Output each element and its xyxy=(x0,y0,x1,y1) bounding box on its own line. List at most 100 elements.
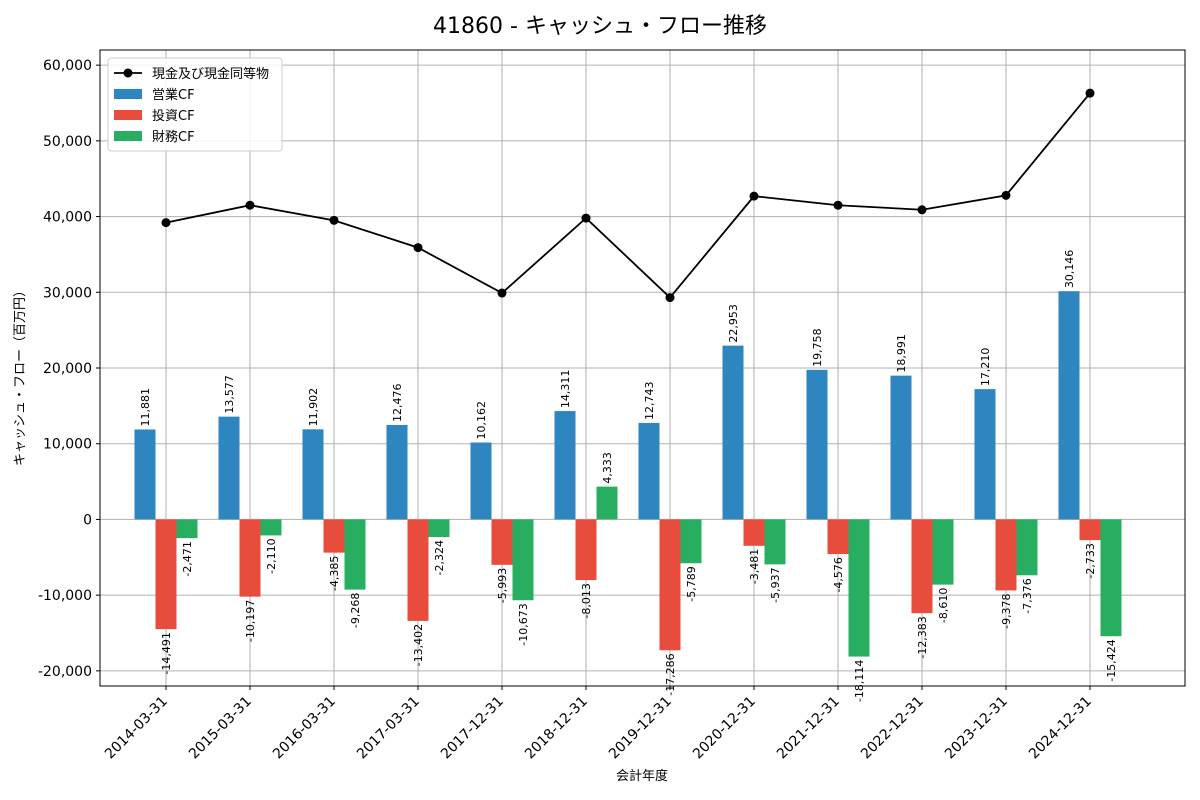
x-tick-label: 2017-12-31 xyxy=(438,694,507,763)
bar-投資CF xyxy=(575,519,597,581)
bar-営業CF xyxy=(974,389,996,520)
y-tick-label: 20,000 xyxy=(43,361,92,377)
bar-財務CF xyxy=(932,519,954,585)
bar-value-label: 19,758 xyxy=(811,328,824,367)
bar-value-label: 17,210 xyxy=(979,348,992,387)
bar-財務CF xyxy=(344,519,366,590)
bar-value-label: 11,881 xyxy=(139,388,152,427)
bar-value-label: 10,162 xyxy=(475,401,488,440)
bar-value-label: -8,610 xyxy=(937,588,950,623)
bar-value-label: 14,311 xyxy=(559,370,572,409)
cash-equivalents-point xyxy=(1085,88,1095,98)
bar-営業CF xyxy=(134,429,156,520)
legend-bar-swatch xyxy=(114,110,142,120)
legend-label: 現金及び現金同等物 xyxy=(152,66,269,82)
cash-equivalents-point xyxy=(665,293,675,303)
bar-財務CF xyxy=(260,519,282,536)
legend-label: 財務CF xyxy=(152,130,195,145)
bar-投資CF xyxy=(995,519,1017,591)
bar-営業CF xyxy=(386,424,408,520)
bar-value-label: -17,286 xyxy=(664,653,677,695)
bar-value-label: -9,378 xyxy=(1000,593,1013,628)
bar-営業CF xyxy=(638,422,660,520)
y-tick-label: 10,000 xyxy=(43,437,92,453)
bar-投資CF xyxy=(407,519,429,621)
x-tick-label: 2017-03-31 xyxy=(354,694,423,763)
bar-value-label: -15,424 xyxy=(1105,639,1118,681)
x-tick-label: 2021-12-31 xyxy=(774,694,843,763)
bar-営業CF xyxy=(806,369,828,520)
bar-営業CF xyxy=(470,442,492,520)
bar-value-label: -10,197 xyxy=(244,600,257,642)
bar-value-label: -13,402 xyxy=(412,624,425,666)
x-tick-label: 2019-12-31 xyxy=(606,694,675,763)
data-labels: 11,881 13,577 11,902 12,476 10,162 14,311 12,7… xyxy=(139,250,1118,702)
bar-営業CF xyxy=(890,375,912,520)
bar-財務CF xyxy=(1100,519,1122,637)
cash-equivalents-point xyxy=(161,218,171,228)
bar-value-label: 30,146 xyxy=(1063,250,1076,289)
bar-財務CF xyxy=(680,519,702,564)
y-tick-label: 0 xyxy=(83,512,92,528)
y-tick-label: 60,000 xyxy=(43,58,92,74)
line-layer xyxy=(161,88,1095,303)
bar-value-label: -2,733 xyxy=(1084,543,1097,578)
bar-投資CF xyxy=(239,519,261,597)
bar-value-label: 18,991 xyxy=(895,334,908,373)
x-tick-label: 2014-03-31 xyxy=(102,694,171,763)
bar-投資CF xyxy=(827,519,849,555)
bar-投資CF xyxy=(659,519,681,651)
x-axis-ticks: 2014-03-31 2015-03-31 2016-03-31 2017-03-31… xyxy=(102,686,1095,762)
cash-equivalents-point xyxy=(1001,190,1011,200)
cash-equivalents-point xyxy=(749,191,759,201)
bar-value-label: -4,576 xyxy=(832,557,845,592)
cash-equivalents-point xyxy=(833,200,843,210)
legend-label: 投資CF xyxy=(152,108,195,124)
bar-営業CF xyxy=(722,345,744,520)
bar-value-label: -5,993 xyxy=(496,568,509,603)
y-tick-label: -20,000 xyxy=(38,664,92,680)
bar-投資CF xyxy=(911,519,933,614)
y-axis-label: キャッシュ・フロー（百万円） xyxy=(13,284,28,466)
bar-投資CF xyxy=(1079,519,1101,541)
y-tick-label: 50,000 xyxy=(43,134,92,150)
cash-equivalents-point xyxy=(497,288,507,298)
legend-bar-swatch xyxy=(114,131,142,141)
cash-equivalents-point xyxy=(329,215,339,225)
x-tick-label: 2015-03-31 xyxy=(186,694,255,763)
y-tick-label: -10,000 xyxy=(38,588,92,604)
bars-layer xyxy=(134,291,1122,657)
bar-value-label: -18,114 xyxy=(853,660,866,702)
bar-value-label: -4,385 xyxy=(328,556,341,591)
bar-value-label: 4,333 xyxy=(601,452,614,484)
bar-value-label: -2,324 xyxy=(433,540,446,575)
y-tick-label: 30,000 xyxy=(43,285,92,301)
bar-value-label: -9,268 xyxy=(349,593,362,628)
bar-value-label: -10,673 xyxy=(517,603,530,645)
cash-equivalents-point xyxy=(917,205,927,215)
bar-営業CF xyxy=(302,429,324,520)
bar-value-label: 12,743 xyxy=(643,381,656,420)
bar-営業CF xyxy=(218,416,240,520)
legend-marker-swatch xyxy=(123,68,133,78)
bar-投資CF xyxy=(155,519,177,630)
x-tick-label: 2024-12-31 xyxy=(1026,694,1095,763)
bar-営業CF xyxy=(1058,291,1080,520)
bar-value-label: 13,577 xyxy=(223,375,236,414)
x-tick-label: 2022-12-31 xyxy=(858,694,927,763)
bar-value-label: -5,937 xyxy=(769,567,782,602)
x-tick-label: 2020-12-31 xyxy=(690,694,759,763)
bar-財務CF xyxy=(848,519,870,657)
bar-value-label: -2,110 xyxy=(265,538,278,573)
legend-label: 営業CF xyxy=(152,87,195,103)
chart-title: 41860 - キャッシュ・フロー推移 xyxy=(433,14,767,39)
cash-equivalents-point xyxy=(245,200,255,210)
cash-equivalents-point xyxy=(581,213,591,223)
bar-value-label: -8,013 xyxy=(580,583,593,618)
bar-value-label: -7,376 xyxy=(1021,578,1034,613)
x-tick-label: 2023-12-31 xyxy=(942,694,1011,763)
legend-bar-swatch xyxy=(114,89,142,99)
bar-value-label: -3,481 xyxy=(748,549,761,584)
